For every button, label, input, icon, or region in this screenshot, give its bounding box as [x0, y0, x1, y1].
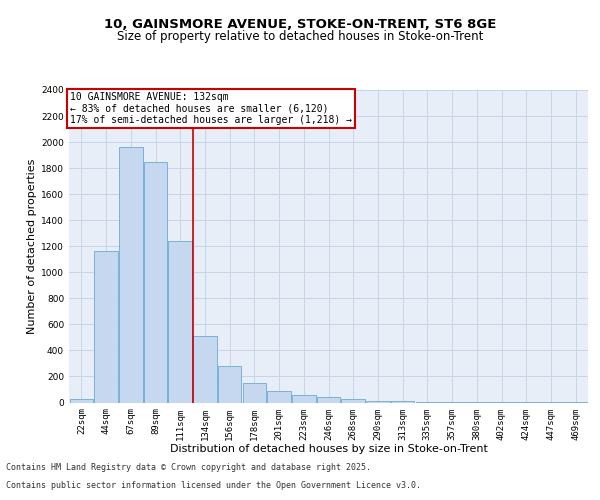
- Y-axis label: Number of detached properties: Number of detached properties: [27, 158, 37, 334]
- Bar: [292, 396, 316, 402]
- Bar: [341, 398, 365, 402]
- X-axis label: Distribution of detached houses by size in Stoke-on-Trent: Distribution of detached houses by size …: [170, 444, 487, 454]
- Bar: [144, 162, 167, 402]
- Bar: [169, 241, 192, 402]
- Bar: [70, 399, 93, 402]
- Text: Contains public sector information licensed under the Open Government Licence v3: Contains public sector information licen…: [6, 481, 421, 490]
- Text: Contains HM Land Registry data © Crown copyright and database right 2025.: Contains HM Land Registry data © Crown c…: [6, 464, 371, 472]
- Bar: [268, 391, 291, 402]
- Bar: [366, 400, 389, 402]
- Bar: [218, 366, 241, 403]
- Text: Size of property relative to detached houses in Stoke-on-Trent: Size of property relative to detached ho…: [117, 30, 483, 43]
- Bar: [317, 398, 340, 402]
- Text: 10 GAINSMORE AVENUE: 132sqm
← 83% of detached houses are smaller (6,120)
17% of : 10 GAINSMORE AVENUE: 132sqm ← 83% of det…: [70, 92, 352, 125]
- Bar: [193, 336, 217, 402]
- Bar: [119, 148, 143, 402]
- Text: 10, GAINSMORE AVENUE, STOKE-ON-TRENT, ST6 8GE: 10, GAINSMORE AVENUE, STOKE-ON-TRENT, ST…: [104, 18, 496, 30]
- Bar: [242, 383, 266, 402]
- Bar: [94, 252, 118, 402]
